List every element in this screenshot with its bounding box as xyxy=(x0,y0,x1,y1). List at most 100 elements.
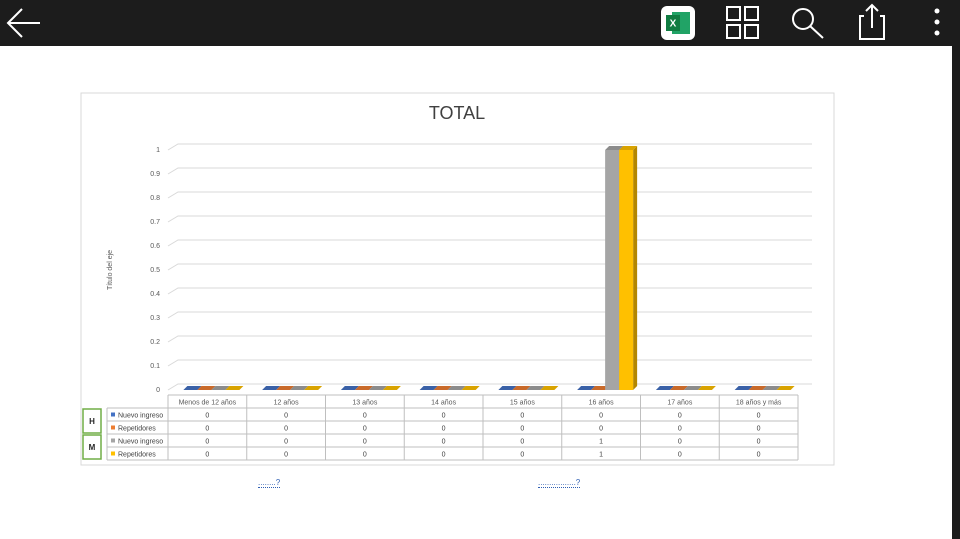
bar-top xyxy=(734,386,753,390)
y-tick-label: 0.2 xyxy=(150,339,160,346)
grid-line xyxy=(167,263,812,271)
table-value: 0 xyxy=(442,412,446,419)
grid-line xyxy=(167,239,812,247)
table-value: 0 xyxy=(205,425,209,432)
back-button[interactable] xyxy=(6,8,40,38)
toolbar-icons: X xyxy=(6,3,940,40)
bar-top xyxy=(354,386,373,390)
bar-top xyxy=(655,386,674,390)
table-value: 0 xyxy=(363,451,367,458)
bar-top xyxy=(669,386,688,390)
table-value: 0 xyxy=(678,412,682,419)
table-value: 1 xyxy=(599,438,603,445)
y-tick-label: 0.7 xyxy=(150,219,160,226)
grid-line xyxy=(167,215,812,223)
table-value: 0 xyxy=(678,451,682,458)
legend-label: Repetidores xyxy=(118,451,156,458)
legend-swatch xyxy=(111,438,115,443)
more-button[interactable] xyxy=(934,8,940,36)
svg-text:X: X xyxy=(670,19,677,30)
bar-top xyxy=(619,146,638,150)
grid-line xyxy=(167,335,812,343)
table-value: 0 xyxy=(757,412,761,419)
chart-title: TOTAL xyxy=(429,103,485,123)
bar-top xyxy=(211,386,230,390)
y-tick-label: 0.3 xyxy=(150,315,160,322)
grid-line xyxy=(167,167,812,175)
bar-top xyxy=(591,386,610,390)
table-value: 0 xyxy=(520,425,524,432)
grid-line xyxy=(167,191,812,199)
bar-top xyxy=(540,386,559,390)
table-value: 0 xyxy=(520,412,524,419)
sidebar xyxy=(952,46,960,539)
table-value: 0 xyxy=(757,451,761,458)
table-value: 0 xyxy=(363,438,367,445)
table-value: 0 xyxy=(757,438,761,445)
y-tick-label: 1 xyxy=(156,147,160,154)
legend-swatch xyxy=(111,425,115,430)
group-box xyxy=(82,434,102,460)
chart-frame xyxy=(80,92,835,466)
legend-swatch xyxy=(111,451,115,456)
bar-top xyxy=(304,386,323,390)
bar-top xyxy=(290,386,309,390)
bar-top xyxy=(697,386,716,390)
bar-top xyxy=(762,386,781,390)
y-axis-title: Título del eje xyxy=(107,250,114,290)
table-value: 0 xyxy=(599,412,603,419)
table-value: 0 xyxy=(284,425,288,432)
y-tick-label: 0.9 xyxy=(150,171,160,178)
bar-top xyxy=(498,386,517,390)
bar-top xyxy=(262,386,281,390)
bar-top xyxy=(605,146,624,150)
x-tick-label: 15 años xyxy=(510,399,535,406)
bar xyxy=(605,150,620,390)
bar-side xyxy=(633,146,638,390)
bar-top xyxy=(368,386,387,390)
bar-top xyxy=(340,386,359,390)
legend-label: Repetidores xyxy=(118,425,156,432)
grid-line xyxy=(167,359,812,367)
bar-top xyxy=(776,386,795,390)
bar-top xyxy=(276,386,295,390)
group-label: M xyxy=(89,443,96,452)
y-tick-label: 0.4 xyxy=(150,291,160,298)
bar-top xyxy=(419,386,438,390)
legend-label: Nuevo ingreso xyxy=(118,438,163,445)
bar-top xyxy=(461,386,480,390)
grid-line xyxy=(167,287,812,295)
legend-swatch xyxy=(111,412,115,417)
bar-top xyxy=(433,386,452,390)
link[interactable]: ........? xyxy=(258,478,281,488)
share-button[interactable] xyxy=(859,3,885,40)
table-value: 0 xyxy=(363,412,367,419)
table-value: 0 xyxy=(284,412,288,419)
bar-top xyxy=(447,386,466,390)
bar-top xyxy=(526,386,545,390)
excel-icon[interactable]: X xyxy=(661,6,695,40)
grid-view-button[interactable] xyxy=(726,6,759,39)
table-value: 0 xyxy=(205,451,209,458)
grid-line xyxy=(167,143,812,151)
grid-line xyxy=(167,383,812,391)
table-value: 0 xyxy=(520,451,524,458)
toolbar: X xyxy=(0,0,960,46)
search-button[interactable] xyxy=(792,8,824,39)
table-value: 0 xyxy=(678,438,682,445)
grid-line xyxy=(167,311,812,319)
bar xyxy=(619,150,634,390)
table-value: 0 xyxy=(520,438,524,445)
y-tick-label: 0 xyxy=(156,387,160,394)
table-value: 0 xyxy=(442,438,446,445)
link[interactable]: .................? xyxy=(538,478,581,488)
table-value: 0 xyxy=(363,425,367,432)
table-value: 0 xyxy=(205,412,209,419)
table-value: 0 xyxy=(442,425,446,432)
x-tick-label: 13 años xyxy=(352,399,377,406)
table-value: 0 xyxy=(205,438,209,445)
table-value: 0 xyxy=(599,425,603,432)
y-tick-label: 0.5 xyxy=(150,267,160,274)
